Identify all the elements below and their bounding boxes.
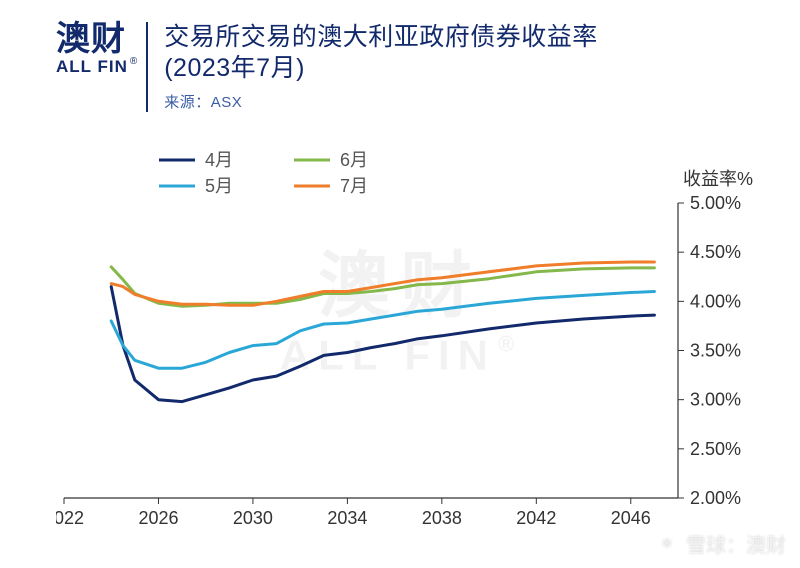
y-axis-title: 收益率% — [683, 169, 753, 189]
xueqiu-icon: ❄ — [654, 531, 680, 557]
y-tick-label: 5.00% — [690, 193, 741, 213]
legend-label: 5月 — [205, 176, 233, 196]
logo: 澳财 ALL FIN — [56, 22, 136, 75]
logo-cn: 澳财 — [56, 22, 136, 58]
footer-text: 雪球：澳财 — [686, 529, 786, 558]
logo-en: ALL FIN — [56, 58, 136, 75]
header-divider — [146, 22, 148, 112]
y-tick-label: 3.00% — [690, 390, 741, 410]
chart-title-line1: 交易所交易的澳大利亚政府债券收益率 — [164, 22, 770, 53]
legend-label: 4月 — [205, 150, 233, 170]
yield-curve-chart: 20222026203020342038204220462.00%2.50%3.… — [56, 148, 756, 508]
x-tick-label: 2034 — [327, 508, 367, 528]
y-tick-label: 4.00% — [690, 291, 741, 311]
x-tick-label: 2046 — [611, 508, 651, 528]
x-tick-label: 2038 — [422, 508, 462, 528]
x-tick-label: 2042 — [516, 508, 556, 528]
header: 澳财 ALL FIN 交易所交易的澳大利亚政府债券收益率 (2023年7月) 来… — [56, 22, 770, 112]
y-tick-label: 2.00% — [690, 488, 741, 508]
x-tick-label: 2022 — [56, 508, 84, 528]
chart-title-line2: (2023年7月) — [164, 53, 770, 84]
x-tick-label: 2026 — [138, 508, 178, 528]
y-tick-label: 4.50% — [690, 242, 741, 262]
y-tick-label: 2.50% — [690, 439, 741, 459]
title-block: 交易所交易的澳大利亚政府债券收益率 (2023年7月) 来源：ASX — [164, 22, 770, 112]
x-tick-label: 2030 — [233, 508, 273, 528]
footer-watermark: ❄ 雪球：澳财 — [654, 529, 786, 558]
chart-source: 来源：ASX — [164, 91, 770, 112]
legend-label: 6月 — [340, 150, 368, 170]
legend-label: 7月 — [340, 176, 368, 196]
y-tick-label: 3.50% — [690, 341, 741, 361]
